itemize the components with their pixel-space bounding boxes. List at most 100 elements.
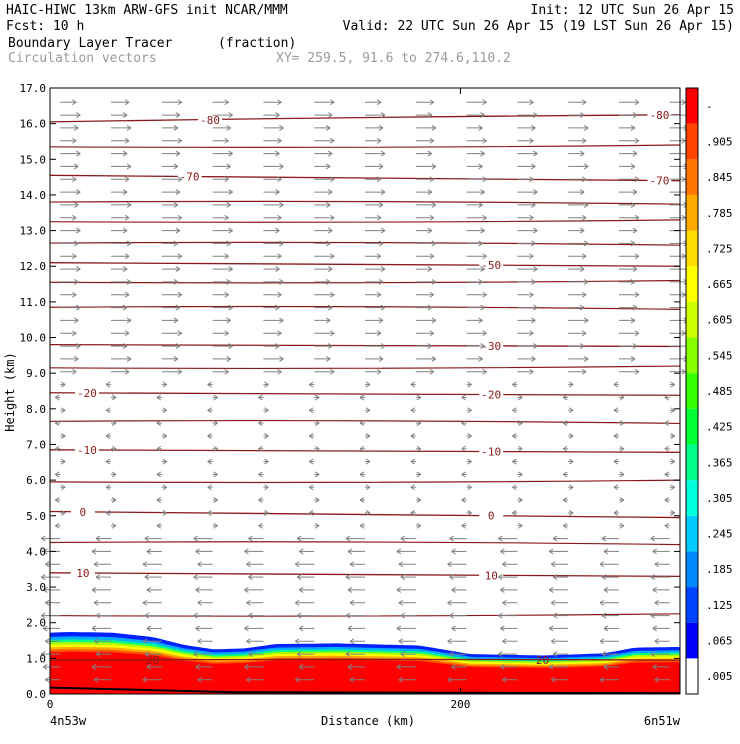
vector-arrowhead	[156, 522, 162, 529]
vector-arrowhead	[480, 112, 485, 119]
vector-arrowhead	[467, 407, 472, 414]
vector-arrowhead	[213, 497, 218, 504]
vector-arrowhead	[531, 125, 536, 131]
vector-arrowhead	[177, 368, 183, 375]
contour-line	[49, 479, 681, 484]
colorbar-label: .845	[706, 171, 733, 184]
vector-title: Circulation vectors	[8, 51, 157, 66]
vector-arrowhead	[630, 240, 636, 247]
vector-arrowhead	[42, 625, 48, 632]
vector-arrowhead	[246, 599, 251, 606]
vector-arrowhead	[376, 176, 382, 183]
vector-arrowhead	[380, 227, 386, 234]
vector-arrowhead	[162, 407, 168, 414]
vector-arrowhead	[275, 227, 280, 234]
vector-arrowhead	[654, 676, 660, 683]
vector-arrowhead	[416, 394, 422, 401]
vector-arrowhead	[400, 535, 406, 542]
header-right-line2: Valid: 22 UTC Sun 26 Apr 15 (19 LST Sun …	[343, 19, 734, 34]
vector-arrowhead	[105, 509, 111, 516]
vector-arrowhead	[482, 291, 487, 298]
vector-arrowhead	[60, 484, 66, 491]
vector-arrowhead	[277, 253, 282, 260]
vector-arrowhead	[296, 535, 302, 542]
vector-arrowhead	[325, 125, 331, 131]
colorbar-swatch	[686, 337, 698, 374]
vector-arrowhead	[400, 651, 406, 657]
contour-label: 10	[485, 569, 498, 582]
vector-arrowhead	[529, 214, 534, 221]
vector-arrowhead	[124, 253, 130, 260]
vector-arrowhead	[228, 227, 233, 234]
vector-arrowhead	[478, 240, 483, 247]
vector-arrowhead	[380, 266, 386, 273]
vector-arrowhead	[518, 420, 523, 427]
vector-arrowhead	[279, 278, 284, 285]
vector-arrowhead	[122, 189, 128, 196]
vector-arrowhead	[630, 163, 636, 170]
vector-arrowhead	[173, 317, 179, 324]
vector-arrowhead	[207, 381, 212, 388]
vector-arrowhead	[124, 176, 130, 183]
contour-label: -10	[77, 444, 97, 457]
vector-arrowhead	[619, 445, 625, 452]
vector-arrowhead	[175, 227, 181, 234]
vector-arrowhead	[197, 599, 202, 606]
vector-arrowhead	[632, 304, 638, 311]
vector-arrowhead	[632, 112, 638, 119]
vector-arrowhead	[146, 586, 152, 593]
colorbar-label: .605	[706, 314, 733, 327]
vector-arrowhead	[579, 227, 585, 234]
vector-arrowhead	[71, 330, 77, 337]
vector-arrowhead	[294, 561, 300, 568]
vector-arrowhead	[279, 355, 284, 362]
vector-arrowhead	[228, 189, 233, 196]
contour-line-labeled	[49, 114, 681, 123]
vector-arrowhead	[298, 625, 304, 632]
vector-arrowhead	[548, 586, 554, 593]
contour-label-bg	[198, 114, 223, 127]
vector-arrowhead	[482, 330, 487, 337]
vector-arrowhead	[327, 189, 333, 196]
vector-arrowhead	[500, 663, 505, 670]
vector-arrowhead	[416, 522, 422, 529]
vector-arrowhead	[226, 355, 231, 362]
vector-arrowhead	[478, 278, 483, 285]
vector-arrowhead	[207, 407, 212, 414]
vector-arrowhead	[529, 253, 534, 260]
vector-arrowhead	[359, 522, 365, 529]
vector-arrowhead	[431, 201, 437, 208]
vector-arrowhead	[531, 163, 536, 170]
vector-arrowhead	[365, 509, 371, 516]
vector-arrowhead	[75, 227, 81, 234]
vector-arrowhead	[195, 586, 200, 593]
vector-arrowhead	[482, 253, 487, 260]
vector-arrowhead	[531, 240, 536, 247]
vector-arrowhead	[195, 548, 200, 555]
vector-arrowhead	[40, 651, 46, 657]
vector-arrowhead	[451, 625, 456, 632]
vector-arrowhead	[248, 651, 253, 657]
vector-arrowhead	[548, 548, 554, 555]
vector-arrowhead	[345, 574, 351, 581]
vector-arrowhead	[619, 497, 625, 504]
vector-arrowhead	[396, 663, 402, 670]
vector-arrowhead	[670, 509, 676, 516]
vector-arrowhead	[258, 471, 263, 478]
y-axis-label: Height (km)	[3, 352, 17, 431]
colorbar-swatch	[686, 230, 698, 267]
vector-arrowhead	[105, 458, 111, 465]
vector-arrowhead	[124, 330, 130, 337]
vector-arrowhead	[146, 548, 152, 555]
vector-arrowhead	[630, 201, 636, 208]
vector-arrowhead	[451, 586, 456, 593]
vector-arrowhead	[365, 458, 371, 465]
vector-arrowhead	[329, 368, 335, 375]
vector-arrowhead	[502, 676, 507, 683]
vector-arrowhead	[73, 317, 79, 324]
vector-arrowhead	[314, 420, 320, 427]
vector-arrowhead	[568, 432, 574, 439]
vector-arrowhead	[376, 330, 382, 337]
vector-arrowhead	[529, 368, 534, 375]
vector-arrowhead	[244, 586, 249, 593]
